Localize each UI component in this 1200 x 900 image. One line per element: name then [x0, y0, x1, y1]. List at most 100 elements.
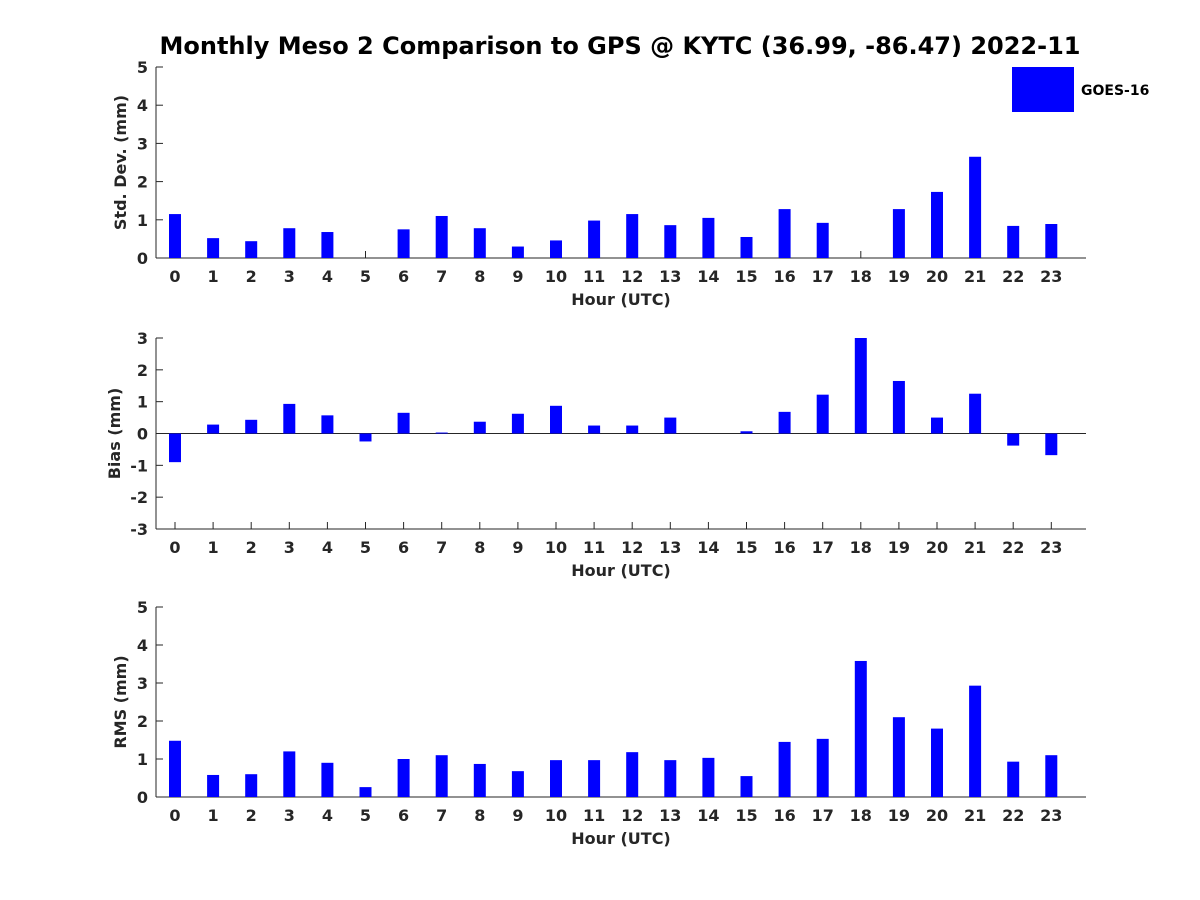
- y-tick-label: -3: [130, 520, 148, 539]
- y-tick-label: -1: [130, 456, 148, 475]
- rms-bar: [626, 752, 639, 797]
- std-dev-bar: [778, 209, 791, 258]
- legend-swatch: [1012, 67, 1074, 112]
- y-tick-label: 1: [137, 211, 148, 230]
- x-tick-label: 19: [888, 806, 910, 825]
- x-tick-label: 4: [322, 267, 333, 286]
- y-tick-label: 3: [137, 329, 148, 348]
- x-tick-label: 7: [436, 806, 447, 825]
- std-dev-bar: [931, 191, 943, 258]
- bias-bar: [321, 415, 334, 434]
- std-dev-bar: [169, 214, 181, 258]
- rms-bar: [550, 760, 562, 797]
- bias-bar: [969, 393, 982, 434]
- x-tick-label: 16: [773, 267, 795, 286]
- bias-bar: [245, 419, 258, 434]
- std-dev-bar: [1007, 225, 1020, 258]
- rms-bar: [1045, 755, 1058, 797]
- std-dev-bar: [1045, 224, 1058, 258]
- std-dev-bar: [473, 228, 486, 258]
- x-tick-label: 12: [621, 806, 643, 825]
- x-tick-label: 14: [697, 806, 719, 825]
- x-tick-label: 13: [659, 267, 681, 286]
- std-dev-bar: [969, 156, 982, 258]
- bias-bar: [626, 425, 639, 434]
- x-tick-label: 22: [1002, 538, 1024, 557]
- bias-bar: [473, 421, 486, 434]
- bias-bar: [1007, 433, 1020, 446]
- std-dev-bar: [283, 228, 296, 258]
- rms-bar: [397, 759, 410, 797]
- y-tick-label: 4: [137, 96, 148, 115]
- bias-bar: [550, 405, 562, 434]
- x-tick-label: 15: [735, 267, 757, 286]
- chart-title: Monthly Meso 2 Comparison to GPS @ KYTC …: [160, 32, 1081, 60]
- std-dev-bar: [892, 209, 905, 258]
- rms-bar: [931, 728, 943, 797]
- bias-bar: [397, 412, 410, 434]
- std-dev-bar: [550, 240, 562, 258]
- rms-bar: [207, 774, 220, 797]
- x-tick-label: 14: [697, 267, 719, 286]
- rms-bar: [245, 774, 258, 797]
- y-axis-label: RMS (mm): [111, 655, 130, 748]
- x-tick-label: 12: [621, 538, 643, 557]
- y-tick-label: 1: [137, 393, 148, 412]
- bias-bar: [664, 417, 677, 434]
- x-tick-label: 13: [659, 538, 681, 557]
- y-tick-label: 2: [137, 173, 148, 192]
- x-tick-label: 16: [773, 538, 795, 557]
- x-tick-label: 17: [812, 806, 834, 825]
- rms-bar: [664, 760, 677, 797]
- x-tick-label: 18: [850, 267, 872, 286]
- rms-bar: [359, 787, 372, 797]
- std-dev-bar: [435, 215, 448, 258]
- bias-bar: [1045, 433, 1058, 456]
- x-tick-label: 9: [512, 267, 523, 286]
- legend-label: GOES-16: [1081, 83, 1149, 99]
- std-dev-bar: [588, 220, 601, 258]
- x-tick-label: 23: [1040, 538, 1062, 557]
- x-tick-label: 0: [169, 806, 180, 825]
- y-tick-label: 0: [137, 249, 148, 268]
- y-axis-label: Bias (mm): [105, 388, 124, 480]
- x-tick-label: 7: [436, 538, 447, 557]
- y-tick-label: 0: [137, 425, 148, 444]
- x-tick-label: 2: [246, 806, 257, 825]
- rms-bar: [588, 760, 601, 797]
- bias-bar: [207, 424, 220, 434]
- x-tick-label: 20: [926, 538, 948, 557]
- x-tick-label: 5: [360, 267, 371, 286]
- x-tick-label: 19: [888, 267, 910, 286]
- std-dev-bar: [626, 214, 639, 258]
- x-tick-label: 10: [545, 267, 567, 286]
- std-dev-bar: [664, 225, 677, 258]
- x-tick-label: 16: [773, 806, 795, 825]
- x-tick-label: 3: [284, 267, 295, 286]
- bias-bar: [169, 433, 181, 463]
- std-dev-bar: [511, 246, 524, 258]
- y-axis-label: Std. Dev. (mm): [111, 95, 130, 230]
- y-tick-label: 4: [137, 636, 148, 655]
- x-tick-label: 5: [360, 806, 371, 825]
- x-tick-label: 21: [964, 806, 986, 825]
- rms-bar: [321, 762, 334, 797]
- y-tick-label: 1: [137, 750, 148, 769]
- rms-bar: [969, 685, 982, 797]
- x-tick-label: 17: [812, 267, 834, 286]
- rms-bar: [511, 771, 524, 797]
- y-tick-label: 0: [137, 788, 148, 807]
- x-tick-label: 13: [659, 806, 681, 825]
- x-tick-label: 9: [512, 806, 523, 825]
- y-tick-label: 5: [137, 58, 148, 77]
- x-tick-label: 20: [926, 806, 948, 825]
- bias-bar: [588, 425, 601, 434]
- x-tick-label: 3: [284, 538, 295, 557]
- std-dev-bar: [321, 232, 334, 258]
- x-tick-label: 4: [322, 538, 333, 557]
- bias-bar: [511, 413, 524, 434]
- bias-bar: [778, 411, 791, 434]
